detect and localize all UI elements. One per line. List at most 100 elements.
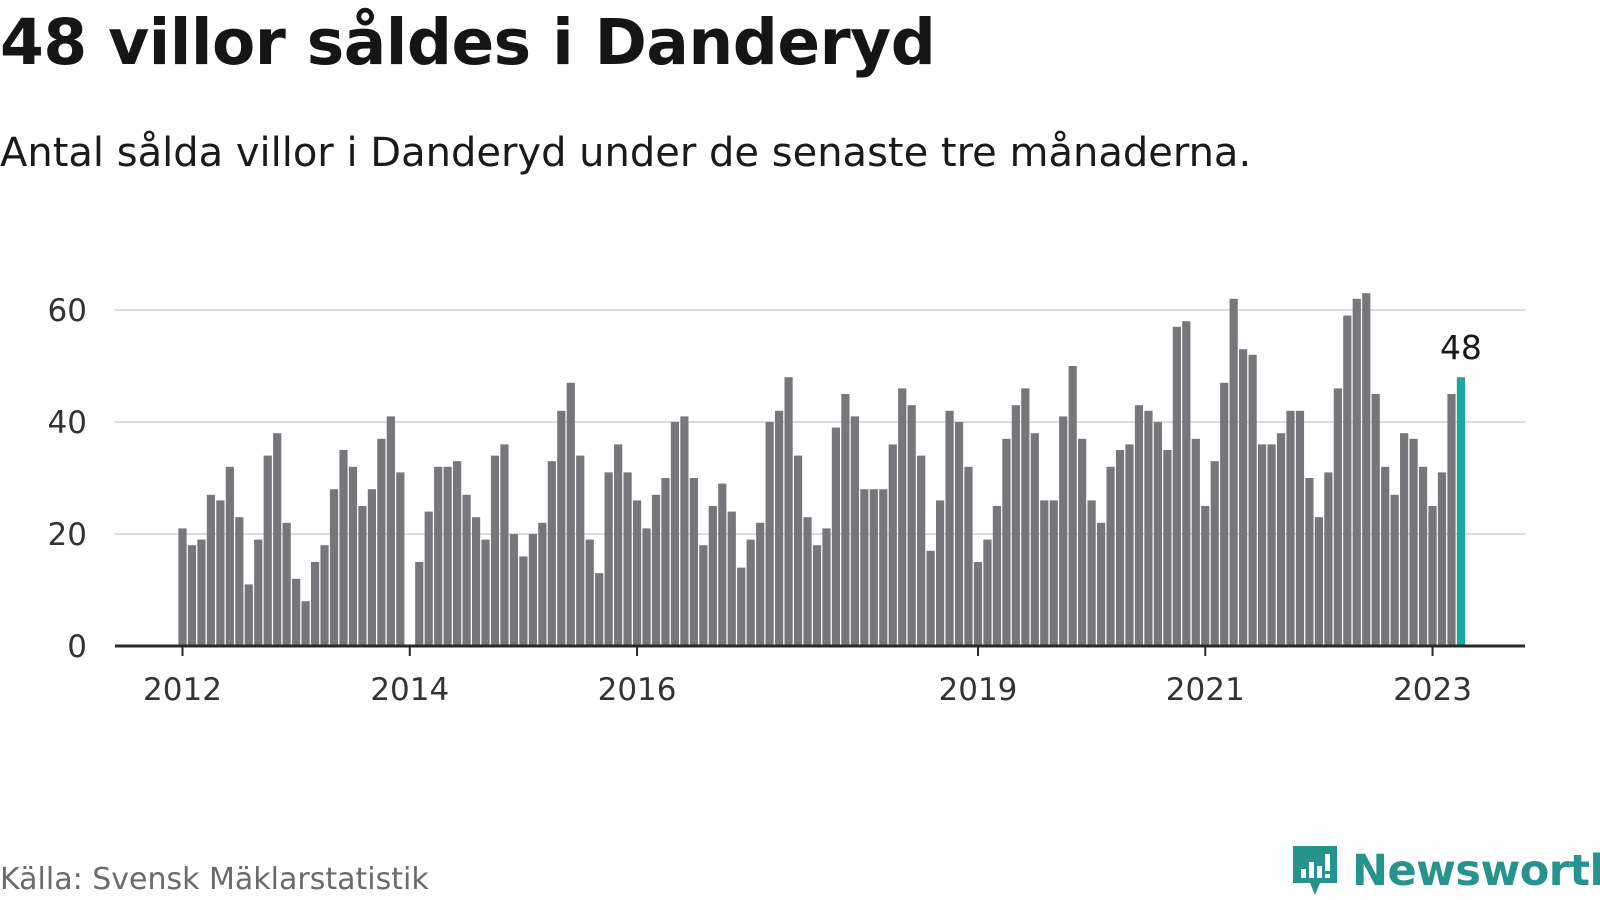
bar — [651, 494, 661, 646]
bar — [595, 573, 604, 646]
bar — [1191, 438, 1200, 646]
bar — [576, 455, 585, 646]
bar — [566, 382, 575, 646]
bar — [415, 562, 424, 646]
bar — [329, 489, 339, 646]
bar — [1078, 438, 1087, 646]
bar — [339, 450, 348, 646]
x-tick-label: 2014 — [370, 672, 449, 708]
brand-name: Newsworthy — [1352, 846, 1600, 896]
bar — [557, 410, 566, 646]
bar — [235, 517, 244, 646]
bar — [869, 489, 878, 646]
bar — [1418, 466, 1428, 646]
bar — [1220, 382, 1229, 646]
bar — [1172, 326, 1181, 646]
bar — [386, 416, 395, 646]
bar — [936, 500, 945, 646]
bar — [1447, 394, 1456, 646]
bar — [481, 539, 490, 646]
bar — [197, 539, 206, 646]
bar — [1248, 354, 1257, 646]
bar — [301, 601, 310, 646]
bar — [746, 539, 755, 646]
bar — [1125, 444, 1134, 646]
x-tick-label: 2012 — [143, 672, 222, 708]
bar — [888, 444, 897, 646]
newsworthy-logo-icon — [1293, 846, 1337, 895]
bar — [490, 455, 500, 646]
bar — [604, 472, 613, 646]
bar — [528, 534, 537, 646]
bar — [585, 539, 594, 646]
bar — [860, 489, 869, 646]
bar — [784, 377, 793, 646]
bar — [453, 461, 462, 646]
bar — [623, 472, 632, 646]
bar — [1286, 410, 1295, 646]
bar — [954, 422, 964, 646]
bar — [1087, 500, 1096, 646]
bar — [964, 466, 973, 646]
bar — [680, 416, 689, 646]
bar — [462, 494, 471, 646]
bar — [254, 539, 263, 646]
bar — [812, 545, 822, 646]
bar — [1210, 461, 1219, 646]
bar — [850, 416, 859, 646]
x-tick-label: 2016 — [598, 672, 677, 708]
bar — [737, 567, 746, 646]
source-note: Källa: Svensk Mäklarstatistik — [0, 862, 429, 897]
bar — [178, 528, 187, 646]
bar — [1040, 500, 1049, 646]
bar — [898, 388, 907, 646]
bar — [547, 461, 556, 646]
bar — [756, 522, 765, 646]
bar — [1400, 433, 1409, 646]
bar — [1343, 315, 1352, 646]
bar — [1030, 433, 1039, 646]
bar — [1295, 410, 1305, 646]
bar — [1324, 472, 1333, 646]
bar — [500, 444, 509, 646]
bar — [926, 550, 935, 646]
bar — [822, 528, 831, 646]
bar — [718, 483, 727, 646]
bar — [1276, 433, 1286, 646]
bar — [263, 455, 272, 646]
bar — [992, 506, 1002, 646]
bar — [708, 506, 717, 646]
bar — [519, 556, 528, 646]
x-tick-label: 2019 — [939, 672, 1018, 708]
bar — [1134, 405, 1144, 646]
y-tick-label: 20 — [48, 517, 87, 553]
bar — [699, 545, 708, 646]
bar — [793, 455, 803, 646]
bar — [614, 444, 623, 646]
bar — [443, 466, 452, 646]
bar — [841, 394, 850, 646]
bar — [1352, 298, 1361, 646]
bar — [765, 422, 774, 646]
bar — [1381, 466, 1390, 646]
bar — [1371, 394, 1380, 646]
bar — [1115, 450, 1125, 646]
bar — [983, 539, 992, 646]
bar — [831, 427, 841, 646]
bar — [282, 522, 291, 646]
bar — [396, 472, 405, 646]
bar — [775, 410, 784, 646]
bar — [1314, 517, 1323, 646]
bar — [377, 438, 386, 646]
bar — [1153, 422, 1163, 646]
bar — [1059, 416, 1068, 646]
highlight-bar — [1456, 377, 1466, 646]
bar — [1257, 444, 1267, 646]
bar — [632, 500, 642, 646]
bar — [879, 489, 888, 646]
bar — [1163, 450, 1172, 646]
bar — [471, 517, 481, 646]
bar — [292, 578, 301, 646]
bar — [803, 517, 812, 646]
